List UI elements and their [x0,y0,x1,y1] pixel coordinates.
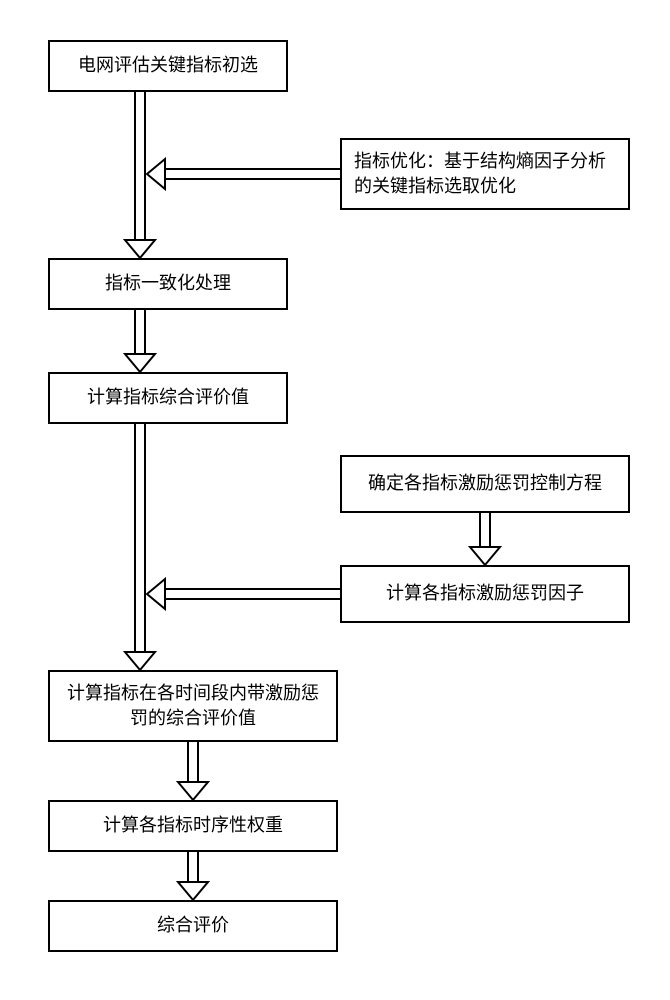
arrow-n8-n9 [178,852,208,900]
arrow-n2-left [147,159,340,189]
arrows-svg [0,0,670,1000]
arrow-n7-n8 [178,742,208,800]
arrow-n3-n4 [125,310,155,372]
flowchart-container: 电网评估关键指标初选 指标优化：基于结构熵因子分析的关键指标选取优化 指标一致化… [0,0,670,1000]
arrow-n5-n6 [470,513,500,565]
arrow-n4-n7 [125,424,155,670]
arrow-n6-left [147,579,340,609]
